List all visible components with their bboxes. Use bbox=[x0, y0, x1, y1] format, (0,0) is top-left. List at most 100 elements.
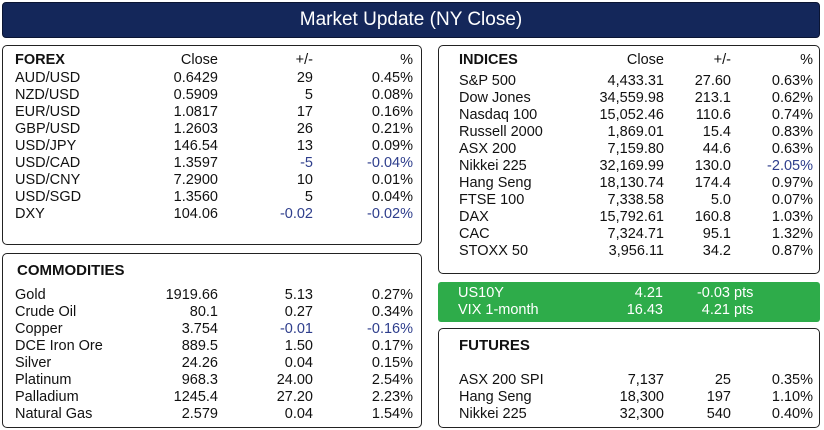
commodities-panel: COMMODITIES Gold 1919.66 5.13 0.27% Crude Oi… bbox=[2, 253, 422, 428]
instrument-name: VIX 1-month bbox=[458, 302, 539, 318]
instrument-name: S&P 500 bbox=[459, 73, 516, 89]
indices-header-row: INDICES Close +/- % bbox=[439, 52, 819, 69]
close-value: 1245.4 bbox=[173, 389, 218, 405]
percent-change: 1.10% bbox=[771, 389, 813, 405]
close-value: 7,137 bbox=[627, 372, 664, 388]
futures-row: ASX 200 SPI 7,137 25 0.35% bbox=[439, 372, 819, 389]
instrument-name: Nikkei 225 bbox=[459, 406, 527, 422]
instrument-name: USD/JPY bbox=[15, 138, 77, 154]
change-value: 5.13 bbox=[284, 287, 313, 303]
commodity-row: Crude Oil 80.1 0.27 0.34% bbox=[3, 304, 421, 321]
forex-row: USD/CNY 7.2900 10 0.01% bbox=[3, 172, 421, 189]
instrument-name: Nikkei 225 bbox=[459, 158, 527, 174]
forex-row: AUD/USD 0.6429 29 0.45% bbox=[3, 70, 421, 87]
close-value: 32,169.99 bbox=[599, 158, 664, 174]
close-value: 4.21 bbox=[634, 285, 663, 301]
change-value: 27.60 bbox=[694, 73, 731, 89]
instrument-name: Gold bbox=[15, 287, 46, 303]
percent-change: -0.16% bbox=[367, 321, 413, 337]
forex-header-pct: % bbox=[400, 52, 413, 68]
instrument-name: Platinum bbox=[15, 372, 72, 388]
change-value: 24.00 bbox=[276, 372, 313, 388]
change-value: 5 bbox=[304, 87, 313, 103]
percent-change: 0.87% bbox=[771, 243, 813, 259]
change-value: 197 bbox=[706, 389, 731, 405]
percent-change: 0.04% bbox=[371, 189, 413, 205]
forex-panel: FOREX Close +/- % AUD/USD 0.6429 29 0.45% NZ… bbox=[2, 45, 422, 245]
change-value: 26 bbox=[296, 121, 313, 137]
close-value: 34,559.98 bbox=[599, 90, 664, 106]
instrument-name: USD/CNY bbox=[15, 172, 81, 188]
index-row: FTSE 100 7,338.58 5.0 0.07% bbox=[439, 192, 819, 209]
bonds-band: US10Y 4.21 -0.03 pts VIX 1-month 16.43 4.21 pts bbox=[438, 282, 820, 322]
change-value: 95.1 bbox=[702, 226, 731, 242]
percent-change: 0.01% bbox=[371, 172, 413, 188]
percent-change: 0.07% bbox=[771, 192, 813, 208]
close-value: 4,433.31 bbox=[607, 73, 664, 89]
instrument-name: Russell 2000 bbox=[459, 124, 543, 140]
index-row: S&P 500 4,433.31 27.60 0.63% bbox=[439, 73, 819, 90]
close-value: 0.6429 bbox=[173, 70, 218, 86]
change-value: 540 bbox=[706, 406, 731, 422]
change-value: 15.4 bbox=[702, 124, 731, 140]
change-value: 27.20 bbox=[276, 389, 313, 405]
index-row: Russell 2000 1,869.01 15.4 0.83% bbox=[439, 124, 819, 141]
forex-row: USD/CAD 1.3597 -5 -0.04% bbox=[3, 155, 421, 172]
close-value: 3.754 bbox=[181, 321, 218, 337]
close-value: 80.1 bbox=[189, 304, 218, 320]
bond-row: US10Y 4.21 -0.03 pts bbox=[438, 285, 820, 302]
commodity-row: Gold 1919.66 5.13 0.27% bbox=[3, 287, 421, 304]
forex-header-row: FOREX Close +/- % bbox=[3, 52, 421, 69]
close-value: 18,300 bbox=[619, 389, 664, 405]
instrument-name: US10Y bbox=[458, 285, 504, 301]
percent-change: -0.02% bbox=[367, 206, 413, 222]
commodity-row: Platinum 968.3 24.00 2.54% bbox=[3, 372, 421, 389]
close-value: 32,300 bbox=[619, 406, 664, 422]
commodity-row: Silver 24.26 0.04 0.15% bbox=[3, 355, 421, 372]
close-value: 1.3597 bbox=[173, 155, 218, 171]
instrument-name: Hang Seng bbox=[459, 175, 532, 191]
instrument-name: Nasdaq 100 bbox=[459, 107, 538, 123]
percent-change: 0.16% bbox=[371, 104, 413, 120]
close-value: 7.2900 bbox=[173, 172, 218, 188]
forex-row: DXY 104.06 -0.02 -0.02% bbox=[3, 206, 421, 223]
commodity-row: Palladium 1245.4 27.20 2.23% bbox=[3, 389, 421, 406]
forex-row: GBP/USD 1.2603 26 0.21% bbox=[3, 121, 421, 138]
percent-change: 0.45% bbox=[371, 70, 413, 86]
indices-panel: INDICES Close +/- % S&P 500 4,433.31 27.60… bbox=[438, 45, 820, 274]
close-value: 7,159.80 bbox=[607, 141, 664, 157]
change-value: -0.01 bbox=[279, 321, 313, 337]
close-value: 968.3 bbox=[181, 372, 218, 388]
change-value: -0.03 bbox=[696, 285, 730, 301]
instrument-name: Hang Seng bbox=[459, 389, 532, 405]
percent-change: 0.83% bbox=[771, 124, 813, 140]
percent-change: 0.35% bbox=[771, 372, 813, 388]
futures-header-label: FUTURES bbox=[459, 337, 530, 354]
futures-panel: FUTURES ASX 200 SPI 7,137 25 0.35% Hang Seng… bbox=[438, 328, 820, 428]
instrument-name: EUR/USD bbox=[15, 104, 81, 120]
percent-change: -0.04% bbox=[367, 155, 413, 171]
change-value: 13 bbox=[296, 138, 313, 154]
index-row: Nikkei 225 32,169.99 130.0 -2.05% bbox=[439, 158, 819, 175]
close-value: 0.5909 bbox=[173, 87, 218, 103]
change-value: 44.6 bbox=[702, 141, 731, 157]
forex-row: USD/SGD 1.3560 5 0.04% bbox=[3, 189, 421, 206]
instrument-name: DXY bbox=[15, 206, 45, 222]
instrument-name: DCE Iron Ore bbox=[15, 338, 103, 354]
index-row: DAX 15,792.61 160.8 1.03% bbox=[439, 209, 819, 226]
instrument-name: Copper bbox=[15, 321, 63, 337]
percent-change: 0.27% bbox=[371, 287, 413, 303]
close-value: 7,338.58 bbox=[607, 192, 664, 208]
percent-change: -2.05% bbox=[767, 158, 813, 174]
change-value: 0.04 bbox=[284, 355, 313, 371]
percent-change: 1.32% bbox=[771, 226, 813, 242]
close-value: 1.0817 bbox=[173, 104, 218, 120]
indices-header-label: INDICES bbox=[459, 52, 518, 68]
commodities-header-label: COMMODITIES bbox=[17, 262, 125, 279]
change-value: 10 bbox=[296, 172, 313, 188]
close-value: 15,792.61 bbox=[599, 209, 664, 225]
close-value: 889.5 bbox=[181, 338, 218, 354]
change-value: 213.1 bbox=[694, 90, 731, 106]
index-row: Nasdaq 100 15,052.46 110.6 0.74% bbox=[439, 107, 819, 124]
change-value: -0.02 bbox=[279, 206, 313, 222]
